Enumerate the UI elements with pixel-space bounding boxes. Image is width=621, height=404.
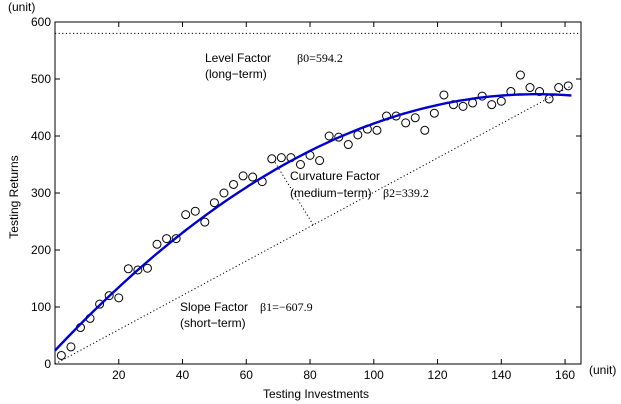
y-tick-label: 400	[31, 129, 51, 143]
data-point	[200, 217, 210, 227]
x-tick-label: 60	[240, 368, 254, 382]
data-point	[171, 234, 181, 244]
x-tick-label: 160	[555, 368, 575, 382]
x-tick-label: 80	[303, 368, 317, 382]
level-factor-annotation: Level Factor β0=594.2 (long−term)	[205, 51, 343, 81]
slope-factor-annotation: Slope Factor β1=−607.9 (short−term)	[180, 300, 313, 330]
data-point	[276, 153, 286, 163]
level-factor-term: (long−term)	[205, 67, 267, 81]
data-point	[554, 83, 564, 93]
data-point	[133, 265, 143, 275]
data-point	[458, 101, 468, 111]
data-point	[123, 264, 133, 274]
data-point	[114, 293, 124, 303]
slope-factor-beta: β1=−607.9	[260, 300, 313, 314]
data-point	[104, 291, 114, 301]
y-tick-label: 100	[31, 300, 51, 314]
data-point	[525, 83, 535, 93]
level-factor-beta: β0=594.2	[297, 51, 343, 65]
data-point	[343, 140, 353, 150]
slope-factor-term: (short−term)	[180, 316, 246, 330]
data-point	[295, 160, 305, 169]
data-point	[142, 263, 152, 273]
x-tick-label: 100	[364, 368, 384, 382]
y-tick-label: 500	[31, 72, 51, 86]
data-point	[535, 87, 545, 97]
data-point	[420, 125, 430, 135]
slope-factor-label: Slope Factor	[180, 300, 248, 314]
fit-curve	[54, 93, 572, 352]
y-tick-label: 600	[31, 15, 51, 29]
data-point	[56, 350, 66, 360]
curvature-factor-beta: β2=339.2	[383, 186, 429, 200]
x-tick-label: 120	[428, 368, 448, 382]
x-tick-label: 20	[112, 368, 126, 382]
data-point	[229, 179, 239, 189]
data-point	[267, 154, 277, 164]
data-markers	[56, 70, 573, 360]
curvature-factor-label: Curvature Factor	[290, 169, 380, 183]
curvature-factor-line	[274, 161, 314, 226]
data-point	[219, 188, 229, 198]
curvature-factor-term: (medium−term)	[290, 186, 372, 200]
data-point	[162, 234, 172, 244]
level-factor-label: Level Factor	[205, 51, 271, 65]
data-point	[515, 70, 525, 80]
y-tick-label: 0	[44, 357, 51, 371]
data-point	[353, 130, 363, 140]
data-point	[238, 171, 248, 181]
x-tick-label: 40	[176, 368, 190, 382]
data-point	[429, 108, 439, 118]
y-unit-label: (unit)	[8, 0, 35, 14]
data-point	[410, 113, 420, 123]
data-point	[334, 132, 344, 142]
slope-factor-line	[54, 85, 572, 365]
data-point	[190, 206, 200, 216]
data-point	[324, 131, 334, 141]
data-point	[315, 156, 325, 166]
axes: 20 40 60 80 100 120 140 160 0 100 200 300 400 500 600	[31, 15, 582, 382]
x-unit-label: (unit)	[589, 363, 616, 377]
data-point	[248, 172, 258, 182]
data-point	[563, 81, 573, 91]
x-axis-title: Testing Investments	[263, 387, 369, 401]
data-point	[372, 125, 382, 135]
data-point	[439, 90, 449, 100]
data-point	[95, 299, 105, 309]
y-axis-title: Testing Returns	[7, 155, 21, 238]
data-point	[152, 239, 162, 249]
data-point	[181, 210, 191, 220]
data-point	[401, 118, 411, 128]
data-point	[66, 342, 76, 352]
reference-lines	[54, 32, 581, 365]
x-tick-label: 140	[491, 368, 511, 382]
y-tick-label: 300	[31, 186, 51, 200]
curvature-factor-annotation: Curvature Factor (medium−term) β2=339.2	[290, 169, 429, 200]
data-point	[209, 198, 219, 208]
y-tick-label: 200	[31, 243, 51, 257]
data-point	[487, 100, 497, 110]
data-point	[496, 96, 506, 106]
